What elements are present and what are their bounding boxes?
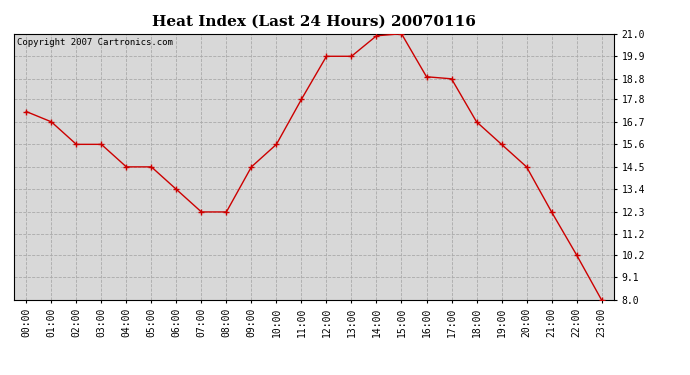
Title: Heat Index (Last 24 Hours) 20070116: Heat Index (Last 24 Hours) 20070116 [152,14,476,28]
Text: Copyright 2007 Cartronics.com: Copyright 2007 Cartronics.com [17,38,172,47]
